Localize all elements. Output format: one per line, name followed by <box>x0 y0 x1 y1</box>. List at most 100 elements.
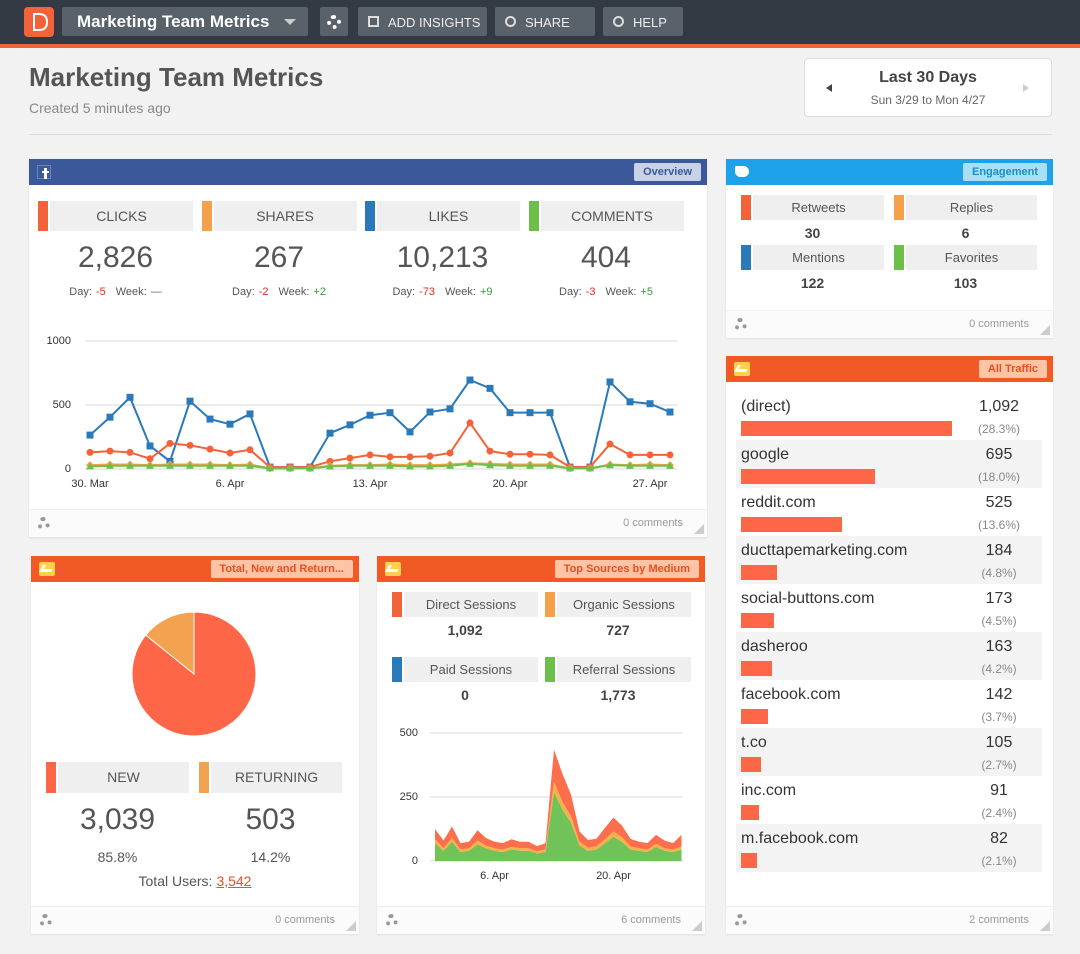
week-label: Week: <box>605 286 637 298</box>
bar <box>741 517 843 532</box>
source-value: 525 <box>985 494 1013 511</box>
source-value: 82 <box>990 830 1008 847</box>
widget-header: Total, New and Return... <box>31 556 359 582</box>
widget-header: Engagement <box>726 159 1053 185</box>
widget-header: Overview <box>29 159 707 185</box>
widget-tag[interactable]: Engagement <box>962 163 1047 181</box>
bar <box>741 421 952 436</box>
source-name: google <box>741 446 790 463</box>
settings-icon[interactable] <box>39 914 52 927</box>
twitter-icon <box>735 166 749 177</box>
metric-color <box>392 657 402 682</box>
widget-footer: 6 comments <box>377 906 705 934</box>
bar <box>741 565 777 580</box>
comments-count[interactable]: 0 comments <box>623 517 683 529</box>
metric-change: Day: -5 Week: — <box>38 286 193 298</box>
comments-count[interactable]: 2 comments <box>969 914 1029 926</box>
source-value: 105 <box>985 734 1013 751</box>
comments-count[interactable]: 0 comments <box>275 914 335 926</box>
row-background <box>736 536 1042 584</box>
metric-color <box>528 201 539 231</box>
total-link[interactable]: 3,542 <box>216 873 252 889</box>
source-value: 184 <box>985 542 1013 559</box>
top-bar: Marketing Team Metrics ADD INSIGHTS SHARE H… <box>0 0 1080 44</box>
day-label: Day: <box>232 286 255 298</box>
source-name: t.co <box>741 734 767 751</box>
widget-header: Top Sources by Medium <box>377 556 705 582</box>
metric-value: 0 <box>461 687 469 703</box>
widget: Total, New and Return... 0 comments NEW 3,0… <box>31 556 359 934</box>
settings-icon[interactable] <box>385 914 398 927</box>
source-name: reddit.com <box>741 494 816 511</box>
bar <box>741 853 757 868</box>
metric-color <box>199 762 209 793</box>
metric-value: 6 <box>961 225 970 241</box>
widget-tag[interactable]: Overview <box>634 163 701 181</box>
resize-handle[interactable] <box>346 921 356 931</box>
source-name: m.facebook.com <box>741 830 859 847</box>
source-percent: (2.1%) <box>981 854 1017 868</box>
source-name: social-buttons.com <box>741 590 875 607</box>
metric-value: 103 <box>953 275 978 291</box>
metric-color <box>38 201 48 231</box>
source-percent: (18.0%) <box>977 470 1021 484</box>
metric-color <box>392 592 402 617</box>
analytics-icon <box>385 562 401 576</box>
settings-icon[interactable] <box>37 517 50 530</box>
metric-color <box>894 195 904 220</box>
widget-tag[interactable]: All Traffic <box>978 360 1047 378</box>
metric-label: SHARES <box>213 201 357 231</box>
prev-arrow[interactable] <box>826 84 832 92</box>
metric-value: 503 <box>245 803 296 836</box>
resize-handle[interactable] <box>1040 325 1050 335</box>
source-value: 163 <box>985 638 1013 655</box>
top-bar-accent <box>0 44 1080 48</box>
metric-color <box>545 657 555 682</box>
logo[interactable] <box>24 7 54 37</box>
metric-value: 404 <box>580 241 632 274</box>
widget: Top Sources by Medium 6 comments Direct Se… <box>377 556 705 934</box>
next-arrow[interactable] <box>1023 84 1029 92</box>
source-percent: (4.8%) <box>981 566 1017 580</box>
widget-header: All Traffic <box>726 356 1053 382</box>
settings-icon[interactable] <box>734 914 747 927</box>
toolbar-button[interactable]: HELP <box>603 7 683 36</box>
settings-icon <box>327 15 341 29</box>
metric-change: Day: -73 Week: +9 <box>365 286 520 298</box>
source-percent: (28.3%) <box>977 422 1021 436</box>
metric-label: Direct Sessions <box>404 592 538 617</box>
comments-count[interactable]: 6 comments <box>621 914 681 926</box>
analytics-icon <box>734 362 750 376</box>
resize-handle[interactable] <box>694 524 704 534</box>
widget-tag[interactable]: Total, New and Return... <box>210 560 353 578</box>
metric-value: 267 <box>253 241 305 274</box>
date-range-label: Last 30 Days <box>879 69 977 86</box>
dashboard-selector[interactable]: Marketing Team Metrics <box>62 7 308 36</box>
week-label: Week: <box>115 286 147 298</box>
settings-button[interactable] <box>320 7 348 36</box>
week-change: +2 <box>313 286 326 298</box>
source-percent: (4.2%) <box>981 662 1017 676</box>
day-change: -3 <box>585 286 596 298</box>
source-name: dasheroo <box>741 638 808 655</box>
metric-label: Favorites <box>906 245 1037 270</box>
widget-tag[interactable]: Top Sources by Medium <box>554 560 699 578</box>
date-range[interactable]: Last 30 Days Sun 3/29 to Mon 4/27 <box>804 58 1052 117</box>
date-range-dates: Sun 3/29 to Mon 4/27 <box>870 93 986 107</box>
comments-count[interactable]: 0 comments <box>969 318 1029 330</box>
day-change: -5 <box>95 286 106 298</box>
toolbar-button[interactable]: SHARE <box>495 7 595 36</box>
resize-handle[interactable] <box>1040 921 1050 931</box>
metric-label: Replies <box>906 195 1037 220</box>
resize-handle[interactable] <box>692 921 702 931</box>
metric-color <box>201 201 212 231</box>
source-name: ducttapemarketing.com <box>741 542 908 559</box>
metric-percent: 14.2% <box>250 849 291 865</box>
toolbar-button[interactable]: ADD INSIGHTS <box>358 7 487 36</box>
settings-icon[interactable] <box>734 318 747 331</box>
source-percent: (4.5%) <box>981 614 1017 628</box>
day-change: -2 <box>258 286 269 298</box>
metric-label: LIKES <box>377 201 520 231</box>
metric-label: NEW <box>58 762 189 793</box>
day-label: Day: <box>69 286 92 298</box>
